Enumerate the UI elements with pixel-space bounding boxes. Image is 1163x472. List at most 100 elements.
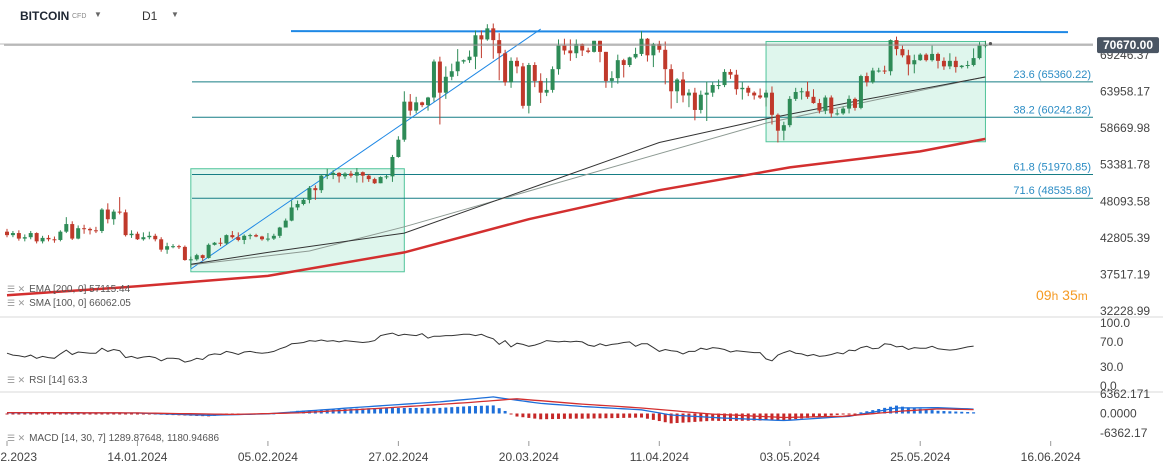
- candle-body[interactable]: [526, 65, 531, 106]
- candle-body[interactable]: [467, 56, 472, 61]
- candle-body[interactable]: [764, 92, 769, 98]
- resistance-line[interactable]: [290, 30, 1069, 34]
- candle-body[interactable]: [669, 69, 674, 92]
- consolidation-box[interactable]: [190, 168, 405, 273]
- candle-body[interactable]: [775, 114, 780, 131]
- candle-body[interactable]: [651, 44, 656, 56]
- candle-body[interactable]: [852, 98, 857, 108]
- candle-body[interactable]: [864, 76, 869, 83]
- candle-body[interactable]: [805, 91, 810, 97]
- candle-body[interactable]: [331, 172, 336, 175]
- macd-legend[interactable]: ☰ ✕ MACD [14, 30, 7] 1289.87648, 1180.946…: [7, 433, 219, 444]
- candle-body[interactable]: [514, 60, 519, 67]
- candle-body[interactable]: [224, 235, 229, 244]
- candle-body[interactable]: [580, 44, 585, 51]
- candle-body[interactable]: [900, 49, 905, 56]
- candle-body[interactable]: [894, 40, 899, 50]
- candle-body[interactable]: [159, 239, 164, 250]
- candle-body[interactable]: [704, 92, 709, 95]
- candle-body[interactable]: [568, 50, 573, 54]
- candle-body[interactable]: [5, 231, 9, 236]
- candle-body[interactable]: [265, 238, 270, 240]
- candle-body[interactable]: [829, 97, 834, 114]
- candle-body[interactable]: [930, 53, 935, 61]
- candle-body[interactable]: [52, 239, 57, 241]
- candle-body[interactable]: [924, 54, 929, 61]
- indicator-menu-icon[interactable]: ☰ ✕: [7, 375, 26, 385]
- candle-body[interactable]: [420, 102, 425, 106]
- candle-body[interactable]: [598, 40, 602, 52]
- candle-body[interactable]: [657, 44, 662, 50]
- candle-body[interactable]: [799, 91, 804, 93]
- candle-body[interactable]: [746, 87, 751, 93]
- candle-body[interactable]: [171, 246, 176, 248]
- candle-body[interactable]: [319, 175, 324, 191]
- candle-body[interactable]: [93, 230, 98, 232]
- candle-body[interactable]: [971, 58, 976, 66]
- candle-body[interactable]: [716, 85, 721, 87]
- candle-body[interactable]: [847, 98, 852, 109]
- candle-body[interactable]: [461, 60, 466, 62]
- candle-body[interactable]: [248, 235, 253, 237]
- trendline[interactable]: [190, 28, 541, 270]
- candle-body[interactable]: [76, 228, 81, 239]
- candle-body[interactable]: [603, 51, 608, 81]
- candle-body[interactable]: [295, 204, 300, 208]
- candle-body[interactable]: [194, 255, 199, 260]
- candle-body[interactable]: [586, 50, 591, 52]
- indicator-menu-icon[interactable]: ☰ ✕: [7, 433, 26, 443]
- candle-body[interactable]: [888, 40, 893, 72]
- candle-body[interactable]: [40, 237, 45, 242]
- candle-body[interactable]: [734, 74, 739, 90]
- timeframe-selector[interactable]: D1: [142, 9, 158, 23]
- sma-legend[interactable]: ☰ ✕ SMA [100, 0] 66062.05: [7, 298, 131, 309]
- candle-body[interactable]: [111, 211, 116, 220]
- candle-body[interactable]: [188, 259, 193, 261]
- candle-body[interactable]: [811, 96, 816, 104]
- candle-body[interactable]: [758, 95, 763, 98]
- candle-body[interactable]: [230, 235, 235, 238]
- candle-body[interactable]: [787, 98, 792, 126]
- candle-body[interactable]: [402, 101, 407, 140]
- candle-body[interactable]: [681, 79, 686, 96]
- candle-body[interactable]: [509, 60, 514, 83]
- candle-body[interactable]: [337, 172, 342, 177]
- candle-body[interactable]: [343, 173, 348, 177]
- candle-body[interactable]: [70, 224, 75, 239]
- candle-body[interactable]: [906, 55, 911, 65]
- candle-body[interactable]: [396, 139, 401, 157]
- indicator-menu-icon[interactable]: ☰ ✕: [7, 298, 26, 308]
- symbol-label[interactable]: BITCOIN: [20, 9, 70, 23]
- candle-body[interactable]: [562, 45, 567, 51]
- candle-body[interactable]: [414, 102, 419, 111]
- candle-body[interactable]: [544, 89, 549, 93]
- candle-body[interactable]: [965, 65, 970, 67]
- candle-body[interactable]: [360, 172, 365, 176]
- candle-body[interactable]: [34, 233, 39, 242]
- candle-body[interactable]: [283, 220, 288, 228]
- candle-body[interactable]: [82, 228, 87, 230]
- candle-body[interactable]: [182, 246, 187, 261]
- candle-body[interactable]: [556, 45, 561, 70]
- candle-body[interactable]: [473, 35, 478, 57]
- candle-body[interactable]: [621, 60, 626, 66]
- candle-body[interactable]: [781, 125, 786, 131]
- candle-body[interactable]: [408, 101, 413, 111]
- candle-body[interactable]: [633, 53, 638, 58]
- consolidation-box[interactable]: [765, 40, 986, 143]
- candle-body[interactable]: [728, 71, 733, 75]
- candle-body[interactable]: [10, 233, 15, 236]
- candle-body[interactable]: [28, 233, 33, 238]
- candle-body[interactable]: [147, 235, 152, 238]
- candle-body[interactable]: [105, 209, 110, 220]
- candle-body[interactable]: [627, 57, 632, 66]
- candle-body[interactable]: [16, 233, 21, 239]
- candle-body[interactable]: [977, 45, 982, 59]
- candle-body[interactable]: [876, 70, 881, 72]
- candle-body[interactable]: [271, 235, 276, 239]
- candle-body[interactable]: [259, 236, 264, 240]
- candle-body[interactable]: [941, 60, 946, 67]
- candle-body[interactable]: [426, 97, 431, 106]
- candle-body[interactable]: [491, 28, 496, 41]
- candle-body[interactable]: [710, 85, 715, 93]
